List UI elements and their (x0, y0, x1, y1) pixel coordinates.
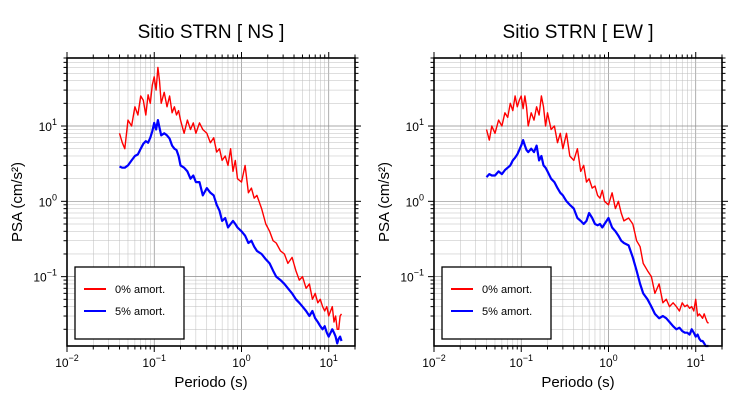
series-line-0 (118, 66, 343, 330)
x-tick-label: 101 (687, 353, 705, 370)
x-tick-label: 10−2 (422, 353, 446, 370)
y-tick-label: 100 (406, 192, 424, 209)
y-axis-label: PSA (cm/s²) (376, 162, 393, 242)
chart-title: Sitio STRN [ NS ] (138, 22, 285, 43)
chart-panel-ns: Sitio STRN [ NS ] 10−2 10−1 100 101 10−1 100 1… (9, 22, 361, 391)
x-tick-label: 100 (599, 353, 617, 370)
x-axis-label: Periodo (s) (174, 374, 247, 391)
chart-title: Sitio STRN [ EW ] (503, 22, 654, 43)
x-tick-label: 10−1 (142, 353, 166, 370)
legend-box (74, 266, 185, 340)
series-line-0 (485, 95, 709, 324)
legend-label-0: 0% amort. (115, 284, 165, 296)
x-tick-label: 101 (320, 353, 338, 370)
y-tick-label: 10−1 (33, 268, 57, 285)
y-tick-label: 100 (39, 192, 57, 209)
chart-panel-ew: Sitio STRN [ EW ] 10−2 10−1 100 101 10−1 100 1… (376, 22, 728, 391)
grid (66, 57, 356, 346)
legend-label-1: 5% amort. (482, 306, 532, 318)
legend-box (441, 266, 552, 340)
x-tick-label: 100 (232, 353, 250, 370)
y-axis-label: PSA (cm/s²) (9, 162, 26, 242)
series-line-1 (119, 118, 343, 345)
x-axis-label: Periodo (s) (541, 374, 614, 391)
series-line-1 (485, 139, 709, 348)
legend: 0% amort. 5% amort. (74, 266, 185, 340)
plot-frame (66, 57, 356, 347)
series-group (118, 66, 343, 345)
x-tick-label: 10−1 (509, 353, 533, 370)
y-tick-label: 10−1 (400, 268, 424, 285)
series-group (485, 95, 709, 348)
y-tick-label: 101 (406, 117, 424, 134)
legend: 0% amort. 5% amort. (441, 266, 552, 340)
plot-frame (433, 57, 723, 347)
x-tick-label: 10−2 (55, 353, 79, 370)
y-tick-label: 101 (39, 117, 57, 134)
legend-label-0: 0% amort. (482, 284, 532, 296)
legend-label-1: 5% amort. (115, 306, 165, 318)
